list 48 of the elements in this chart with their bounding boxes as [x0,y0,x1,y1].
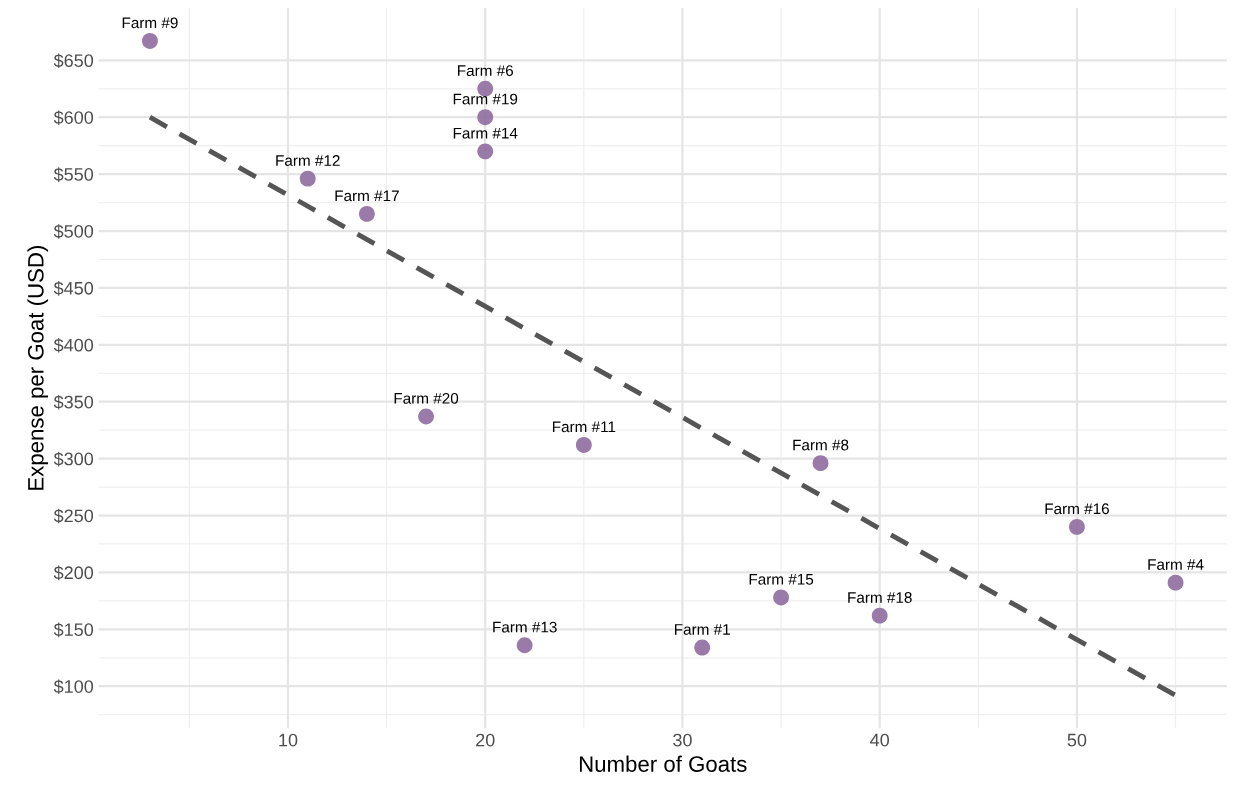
point [773,589,789,606]
point [812,455,829,472]
annotation: Farm #8 [793,439,849,451]
annotation: Farm #11 [552,421,616,433]
annotation: Farm #9 [122,17,178,29]
annotation: Farm #6 [458,65,513,77]
x-tick-label: 40 [870,733,890,747]
x-tick-label: 30 [673,733,692,747]
y-tick-label: $150 [53,622,94,638]
x-tick-label: 50 [1067,733,1087,747]
y-tick-label: $350 [53,394,94,410]
annotation: Farm #20 [394,392,459,404]
point [871,607,888,624]
x-tick-label: 20 [476,733,495,747]
point [418,408,434,425]
annotation: Farm #19 [453,93,518,105]
point [299,170,316,187]
point [477,109,494,126]
annotation: Farm #12 [276,155,340,166]
y-axis-title: Expense per Goat (USD) [27,246,49,490]
point [1167,574,1184,591]
point [477,143,494,160]
y-tick-label: $550 [53,167,94,182]
y-tick-label: $500 [53,224,94,239]
point [358,206,375,222]
y-tick-label: $600 [53,110,94,126]
point [575,437,592,453]
annotation: Farm #13 [493,621,557,633]
y-tick-label: $650 [53,53,94,69]
y-tick-label: $250 [53,508,94,524]
annotation: Farm #4 [1148,559,1204,570]
y-tick-label: $200 [53,565,94,581]
x-axis-title: Number of Goats [579,755,747,772]
annotation: Farm #18 [848,592,912,603]
annotation: Farm #15 [749,574,814,585]
y-tick-label: $450 [53,281,94,296]
point [1069,518,1085,535]
annotation: Farm #16 [1045,503,1109,515]
point [142,33,158,49]
y-tick-label: $100 [53,679,94,695]
annotation: Farm #1 [675,624,730,635]
x-tick-label: 10 [279,733,298,747]
annotation: Farm #17 [335,190,399,202]
annotation: Farm #14 [453,127,518,139]
point [516,637,533,654]
y-tick-label: $400 [53,338,94,353]
y-tick-label: $300 [53,451,94,467]
point [694,639,711,656]
